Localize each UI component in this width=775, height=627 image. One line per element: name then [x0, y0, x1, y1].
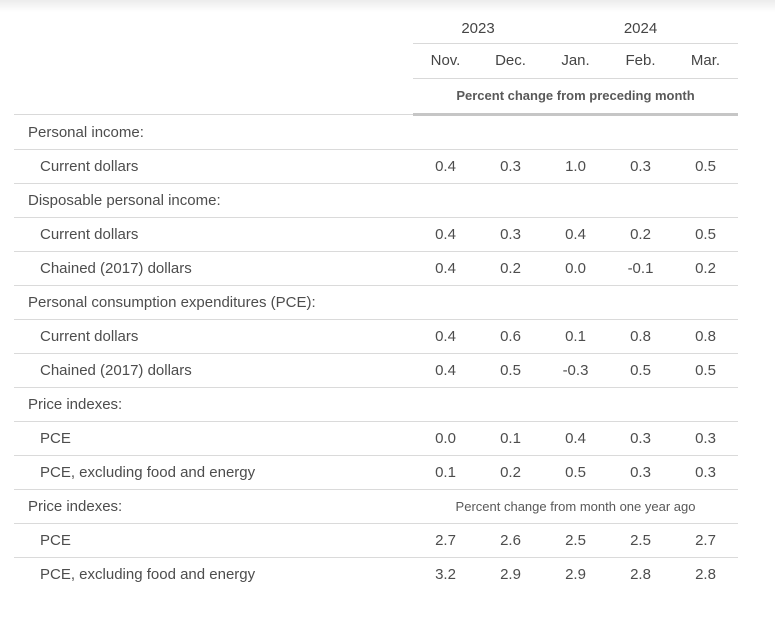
section-row-label: Personal income: [14, 114, 739, 150]
table-section-row: Personal income: [14, 114, 739, 150]
value-cell: 0.3 [673, 421, 739, 456]
month-header-nov: Nov. [413, 43, 478, 79]
year-header-2024: 2024 [543, 12, 739, 44]
value-cell: 0.5 [673, 353, 739, 388]
month-header-feb: Feb. [608, 43, 673, 79]
value-cell: 0.3 [478, 217, 543, 252]
year-header-row: 2023 2024 [14, 12, 739, 44]
month-header-dec: Dec. [478, 43, 543, 79]
table-section-note-row: Price indexes: Percent change from month… [14, 489, 739, 524]
month-header-jan: Jan. [543, 43, 608, 79]
value-cell: 0.4 [413, 251, 478, 286]
value-cell: 2.5 [608, 523, 673, 558]
value-cell: 0.4 [543, 421, 608, 456]
value-cell: -0.3 [543, 353, 608, 388]
value-cell: 0.5 [608, 353, 673, 388]
unit-note-primary: Percent change from preceding month [413, 78, 739, 116]
empty-corner-cell [14, 44, 413, 79]
value-cell: 2.5 [543, 523, 608, 558]
unit-note-secondary: Percent change from month one year ago [413, 489, 739, 524]
empty-corner-cell [14, 12, 413, 44]
table-data-row: Current dollars 0.4 0.6 0.1 0.8 0.8 [14, 319, 739, 354]
value-cell: 2.7 [673, 523, 739, 558]
empty-corner-cell [14, 78, 413, 115]
value-cell: 0.3 [673, 455, 739, 490]
value-cell: 0.3 [608, 455, 673, 490]
row-label: Current dollars [14, 217, 413, 252]
unit-note-row: Percent change from preceding month [14, 78, 739, 116]
row-label: Chained (2017) dollars [14, 251, 413, 286]
year-header-2023: 2023 [413, 12, 543, 44]
row-label: PCE [14, 523, 413, 558]
value-cell: 2.8 [630, 566, 651, 583]
value-cell: 0.3 [608, 421, 673, 456]
value-cell: 0.4 [413, 149, 478, 184]
value-cell: 0.3 [608, 149, 673, 184]
value-cell: 0.2 [478, 251, 543, 286]
value-cell: 3.2 [435, 566, 456, 583]
section-row-label: Disposable personal income: [14, 183, 739, 218]
month-header-row: Nov. Dec. Jan. Feb. Mar. [14, 43, 739, 79]
value-cell: 0.4 [543, 217, 608, 252]
table-data-row: PCE, excluding food and energy 3.2 2.9 2… [14, 558, 738, 592]
row-label: Current dollars [14, 319, 413, 354]
row-label: Current dollars [14, 149, 413, 184]
section-row-label: Price indexes: [14, 387, 739, 422]
value-cell: 2.8 [695, 566, 716, 583]
month-header-mar: Mar. [673, 43, 739, 79]
table-section-row: Disposable personal income: [14, 183, 739, 218]
value-cell: 0.2 [478, 455, 543, 490]
value-cell: 0.2 [673, 251, 739, 286]
value-cell: 1.0 [543, 149, 608, 184]
row-label: PCE [14, 421, 413, 456]
value-cell: 0.6 [478, 319, 543, 354]
table-data-row: Current dollars 0.4 0.3 0.4 0.2 0.5 [14, 217, 739, 252]
value-cell: 0.2 [608, 217, 673, 252]
row-label: Chained (2017) dollars [14, 353, 413, 388]
table-data-row: PCE 2.7 2.6 2.5 2.5 2.7 [14, 523, 739, 558]
value-cell: 2.9 [565, 566, 586, 583]
page-body: 2023 2024 Nov. Dec. Jan. Feb. Mar. Perce… [0, 12, 775, 591]
section-row-label: Personal consumption expenditures (PCE): [14, 285, 739, 320]
section-row-label: Price indexes: [14, 489, 413, 524]
value-cell: 0.5 [673, 217, 739, 252]
value-cell: 0.0 [543, 251, 608, 286]
table-data-row: Chained (2017) dollars 0.4 0.5 -0.3 0.5 … [14, 353, 739, 388]
value-cell: 0.5 [673, 149, 739, 184]
value-cell: -0.1 [608, 251, 673, 286]
value-cell: 0.0 [413, 421, 478, 456]
value-cell: 0.3 [478, 149, 543, 184]
table-data-row: Current dollars 0.4 0.3 1.0 0.3 0.5 [14, 149, 739, 184]
value-cell: 0.1 [413, 455, 478, 490]
page-top-shadow [0, 0, 775, 12]
value-cell: 0.4 [413, 217, 478, 252]
value-cell: 0.4 [413, 319, 478, 354]
value-cell: 0.5 [543, 455, 608, 490]
value-cell: 2.9 [500, 566, 521, 583]
value-cell: 0.1 [478, 421, 543, 456]
value-cell: 0.4 [413, 353, 478, 388]
value-cell: 0.1 [543, 319, 608, 354]
table-section-row: Price indexes: [14, 387, 739, 422]
table-data-row: PCE, excluding food and energy 0.1 0.2 0… [14, 455, 739, 490]
row-label: PCE, excluding food and energy [40, 566, 256, 583]
table-section-row: Personal consumption expenditures (PCE): [14, 285, 739, 320]
table-data-row: PCE 0.0 0.1 0.4 0.3 0.3 [14, 421, 739, 456]
value-cell: 2.6 [478, 523, 543, 558]
row-label: PCE, excluding food and energy [14, 455, 413, 490]
value-cell: 0.8 [673, 319, 739, 354]
value-cell: 2.7 [413, 523, 478, 558]
table-data-row: Chained (2017) dollars 0.4 0.2 0.0 -0.1 … [14, 251, 739, 286]
value-cell: 0.8 [608, 319, 673, 354]
value-cell: 0.5 [478, 353, 543, 388]
personal-income-table: 2023 2024 Nov. Dec. Jan. Feb. Mar. Perce… [14, 12, 739, 592]
